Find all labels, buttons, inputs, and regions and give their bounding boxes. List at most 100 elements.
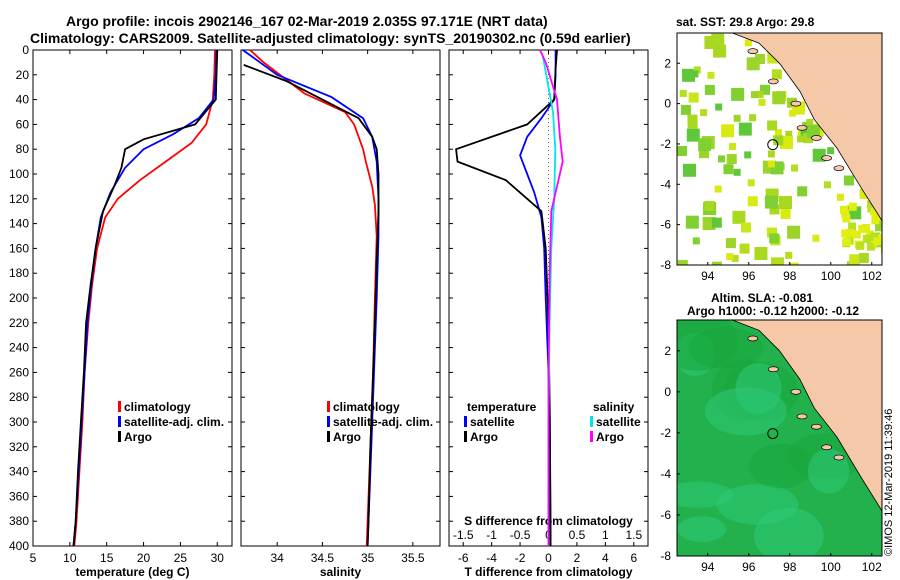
y-tick-label: 340 (9, 465, 29, 479)
x-tick-label: 35.5 (401, 551, 425, 565)
y-tick-label: -8 (660, 549, 671, 563)
sst-pixel (806, 118, 814, 126)
island (833, 454, 845, 461)
x-tick-label: 100 (821, 560, 841, 574)
sst-pixel (787, 225, 801, 239)
x-tick-label: 94 (701, 269, 715, 283)
sla-blob (754, 507, 824, 556)
title-line-1: Argo profile: incois 2902146_167 02-Mar-… (66, 13, 548, 29)
sst-pixel (686, 128, 700, 142)
sst-pixel (758, 98, 766, 106)
island (821, 155, 833, 161)
s-diff-tick-label: -1.5 (453, 528, 474, 542)
sst-pixel (738, 122, 752, 136)
sst-pixel (704, 84, 715, 95)
sst-pixel (803, 133, 814, 144)
sst-pixel (849, 254, 860, 265)
y-tick-label: 80 (16, 142, 30, 156)
temperature-legend: climatology satellite-adj. clim. Argo (118, 400, 224, 444)
sst-pixel (842, 214, 851, 223)
sst-pixel (797, 186, 808, 197)
y-tick-label: -8 (660, 258, 671, 272)
y-tick-label: 380 (9, 514, 29, 528)
x-tick-label: 98 (783, 560, 797, 574)
sst-pixel (856, 241, 865, 250)
sst-pixel (791, 164, 799, 172)
sst-pixel (698, 148, 709, 159)
island (790, 100, 802, 107)
y-tick-label: 0 (22, 43, 29, 57)
sst-pixel (843, 175, 854, 186)
sst-pixel (711, 217, 722, 228)
y-tick-label: 320 (9, 440, 29, 454)
x-tick-label: 102 (862, 269, 882, 283)
x-tick-label: 98 (783, 269, 797, 283)
legend-label-sat: satellite-adj. clim. (124, 415, 224, 429)
legend-label-argo: Argo (333, 430, 361, 444)
sst-pixel (771, 69, 782, 80)
sst-pixel (746, 57, 760, 71)
x-tick-label: -2 (515, 551, 526, 565)
x-tick-label: 96 (742, 560, 756, 574)
sst-pixel (685, 215, 699, 229)
sst-pixel (769, 233, 780, 244)
sst-pixel (754, 53, 765, 64)
island (790, 388, 802, 395)
sst-pixel (688, 92, 699, 103)
sst-pixel (839, 205, 848, 214)
legend-swatch-argo (118, 431, 121, 442)
series-argo (243, 64, 380, 547)
sst-pixel (683, 163, 697, 177)
sst-pixel (785, 251, 793, 259)
sst-pixel (741, 222, 752, 233)
sst-pixel (749, 114, 757, 122)
series-salinity-argo (539, 49, 564, 546)
sst-pixel (754, 247, 768, 261)
legend-swatch-argo-t (464, 431, 467, 442)
legend-label-clim: climatology (124, 400, 191, 414)
sst-pixel (769, 204, 780, 215)
legend-swatch-sat (327, 416, 330, 427)
y-tick-label: 40 (16, 93, 30, 107)
map-content (677, 320, 882, 556)
series-argo (72, 49, 219, 547)
sst-pixel (726, 154, 737, 165)
land-sumatra (732, 320, 882, 512)
sst-pixel (691, 70, 699, 78)
plot-frame (32, 49, 233, 547)
x-axis-label: T difference from climatology (464, 565, 632, 579)
sst-pixel (836, 193, 844, 201)
y-tick-label: 360 (9, 489, 29, 503)
sst-pixel (704, 200, 715, 211)
sst-pixel (744, 151, 752, 159)
x-tick-label: 30 (211, 551, 225, 565)
x-tick-label: 100 (821, 269, 841, 283)
sst-pixel (707, 71, 715, 79)
sst-pixel (869, 207, 878, 216)
y-tick-label: 400 (9, 539, 29, 553)
sst-pixel (862, 234, 871, 243)
legend-label-sat-s: satellite (596, 415, 641, 429)
sla-map-panel: 94 96 98 100 102 2 0 -2 -4 -6 -8 (660, 319, 883, 574)
sst-pixel (733, 168, 741, 176)
x-tick-label: 25 (174, 551, 188, 565)
sst-pixel (779, 196, 793, 210)
sst-pixel (869, 232, 878, 241)
sst-pixel (841, 229, 850, 238)
legend-heading-salinity: salinity (593, 400, 635, 414)
sst-pixel (767, 120, 778, 131)
sst-pixel (714, 185, 722, 193)
land-sumatra (732, 33, 882, 222)
sla-blob (677, 516, 727, 543)
s-diff-tick-label: 1.5 (625, 528, 642, 542)
legend-swatch-sat-t (464, 416, 467, 427)
argo-position-marker (767, 428, 779, 440)
sst-pixel (723, 164, 734, 175)
y-tick-label: 60 (16, 117, 30, 131)
sla-blob (688, 327, 764, 369)
y-tick-label: -2 (660, 426, 671, 440)
sst-pixel (861, 223, 870, 232)
sst-pixel (728, 142, 736, 150)
island (796, 413, 808, 420)
